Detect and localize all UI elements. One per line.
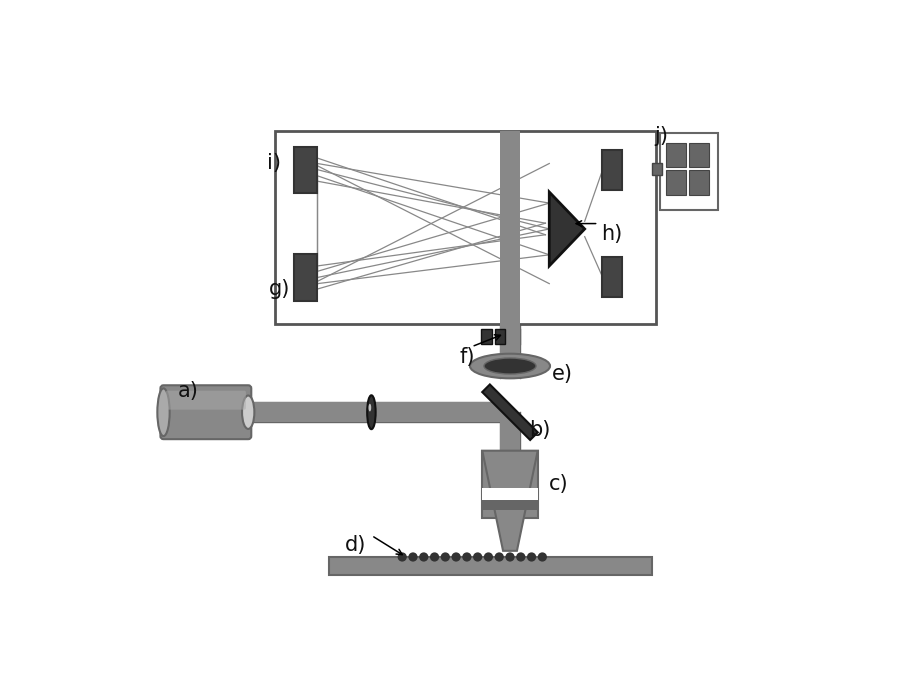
Bar xyxy=(329,557,652,575)
Circle shape xyxy=(397,552,406,562)
Circle shape xyxy=(516,552,525,562)
Ellipse shape xyxy=(367,395,375,429)
Ellipse shape xyxy=(369,404,370,412)
FancyBboxPatch shape xyxy=(165,391,245,410)
Polygon shape xyxy=(549,192,584,266)
Circle shape xyxy=(451,552,460,562)
Bar xyxy=(252,402,500,422)
Text: j): j) xyxy=(654,126,668,146)
Bar xyxy=(688,143,709,168)
Text: c): c) xyxy=(548,474,568,494)
Ellipse shape xyxy=(470,354,550,379)
Bar xyxy=(482,451,537,518)
Circle shape xyxy=(537,552,547,562)
Circle shape xyxy=(429,552,438,562)
Text: d): d) xyxy=(344,535,366,556)
Circle shape xyxy=(440,552,449,562)
Circle shape xyxy=(408,552,417,562)
Text: a): a) xyxy=(177,381,198,402)
Bar xyxy=(482,500,537,510)
Circle shape xyxy=(494,552,504,562)
Circle shape xyxy=(505,552,514,562)
Text: e): e) xyxy=(551,364,573,385)
Bar xyxy=(499,412,519,451)
Bar xyxy=(275,131,655,324)
Bar xyxy=(499,131,519,345)
Bar xyxy=(294,147,317,193)
Bar xyxy=(482,488,537,500)
Text: f): f) xyxy=(460,347,475,367)
Text: b): b) xyxy=(528,420,550,440)
Bar xyxy=(499,329,519,379)
Circle shape xyxy=(461,552,471,562)
Circle shape xyxy=(472,552,482,562)
Bar xyxy=(494,329,505,345)
Ellipse shape xyxy=(483,358,536,374)
Circle shape xyxy=(419,552,428,562)
Text: h): h) xyxy=(600,224,621,243)
Circle shape xyxy=(527,552,536,562)
Bar xyxy=(294,254,317,301)
FancyBboxPatch shape xyxy=(160,385,251,439)
Bar xyxy=(660,133,717,210)
Text: i): i) xyxy=(267,153,281,173)
Ellipse shape xyxy=(242,395,254,429)
Bar xyxy=(602,257,621,297)
Ellipse shape xyxy=(157,388,169,436)
Bar xyxy=(665,170,686,195)
Circle shape xyxy=(483,552,493,562)
Bar xyxy=(602,151,621,191)
Bar xyxy=(481,329,491,345)
Text: g): g) xyxy=(268,279,290,299)
Bar xyxy=(688,170,709,195)
Polygon shape xyxy=(482,451,537,551)
Bar xyxy=(652,163,661,175)
Polygon shape xyxy=(482,385,538,440)
Bar xyxy=(665,143,686,168)
